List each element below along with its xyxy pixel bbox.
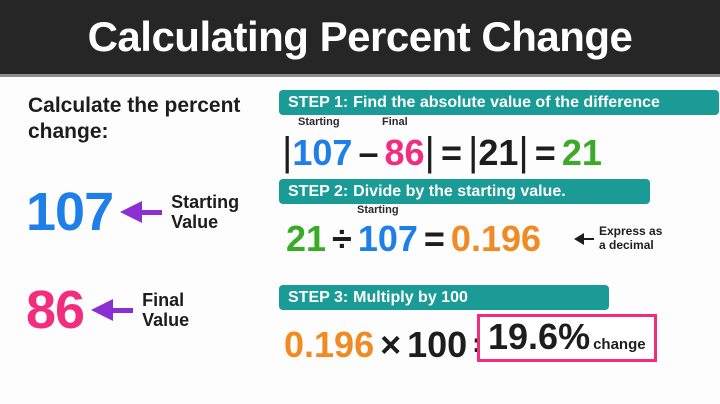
- eq1-final: 86: [384, 132, 425, 173]
- step-3-key: STEP 3:: [288, 288, 349, 306]
- header-bar: Calculating Percent Change: [0, 0, 720, 74]
- eq1-abs-close-2: |: [518, 130, 529, 174]
- eq1-abs-open: |: [282, 130, 293, 174]
- step-3-banner: STEP 3: Multiply by 100: [279, 285, 609, 310]
- eq2-label-starting: Starting: [357, 204, 399, 216]
- eq1-minus: –: [358, 132, 379, 173]
- eq3-times: ×: [380, 324, 402, 365]
- eq1-abs-open-2: |: [467, 130, 479, 174]
- step-2-key: STEP 2:: [288, 182, 349, 200]
- step-1-banner: STEP 1: Find the absolute value of the d…: [279, 90, 719, 115]
- eq2-starting: 107: [357, 218, 418, 259]
- eq1-equals-2: =: [534, 132, 556, 173]
- equation-step-2: 21 ÷ 107 = 0.196: [286, 221, 541, 257]
- eq1-starting: 107: [292, 132, 353, 173]
- eq2-quotient: 0.196: [450, 218, 542, 259]
- arrow-left-icon-final: [91, 299, 134, 321]
- left-panel: Calculate the percent change: 107 Starti…: [0, 77, 270, 404]
- eq2-divide: ÷: [332, 218, 352, 259]
- eq3-quotient: 0.196: [284, 324, 375, 365]
- arrow-left-icon-note: [574, 232, 594, 245]
- header-divider: [0, 74, 720, 77]
- express-as-decimal-note: Express as a decimal: [574, 224, 663, 253]
- prompt-text: Calculate the percent change:: [28, 94, 241, 143]
- final-value-row: 86 Final Value: [26, 283, 189, 337]
- eq3-hundred: 100: [407, 324, 468, 365]
- final-result-box: 19.6% change: [477, 314, 657, 362]
- right-panel: STEP 1: Find the absolute value of the d…: [272, 77, 720, 404]
- eq1-abs-close: |: [424, 130, 435, 174]
- eq1-label-starting: Starting: [298, 116, 340, 128]
- starting-value-row: 107 Starting Value: [26, 185, 239, 239]
- final-result-value: 19.6%: [488, 316, 591, 357]
- starting-value-number: 107: [26, 182, 114, 242]
- equation-step-1: | 107 – 86 | = | 21 | = 21: [282, 132, 602, 172]
- starting-value-label: Starting Value: [171, 191, 240, 232]
- step-3-text: Multiply by 100: [353, 288, 468, 306]
- note-text: Express as a decimal: [599, 224, 663, 252]
- step-1-text: Find the absolute value of the differenc…: [353, 93, 660, 111]
- step-1-key: STEP 1:: [288, 93, 349, 111]
- eq2-equals: =: [423, 218, 445, 259]
- final-value-label: Final Value: [142, 289, 190, 330]
- eq1-equals-1: =: [440, 132, 462, 173]
- arrow-left-icon-starting: [120, 201, 163, 223]
- eq2-difference: 21: [286, 218, 327, 259]
- step-2-text: Divide by the starting value.: [353, 182, 566, 200]
- equation-step-3: 0.196 × 100 =: [284, 327, 494, 363]
- final-value-number: 86: [26, 280, 85, 340]
- final-result-suffix: change: [593, 336, 646, 353]
- eq1-difference: 21: [478, 132, 519, 173]
- eq1-result: 21: [561, 132, 602, 173]
- page-title: Calculating Percent Change: [87, 13, 633, 60]
- eq1-label-final: Final: [382, 116, 408, 128]
- step-2-banner: STEP 2: Divide by the starting value.: [279, 179, 650, 204]
